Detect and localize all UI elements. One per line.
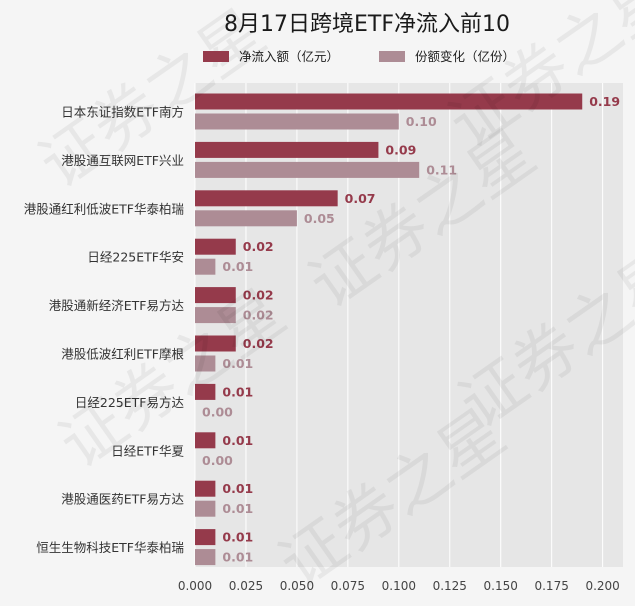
x-tick-label: 0.000 xyxy=(178,579,212,593)
value-label-share-change: 0.01 xyxy=(222,501,253,516)
value-label-net-inflow: 0.01 xyxy=(222,530,253,545)
bar-net-inflow xyxy=(195,480,216,497)
bar-share-change xyxy=(195,500,216,517)
value-label-share-change: 0.01 xyxy=(222,356,253,371)
x-tick-label: 0.050 xyxy=(280,579,314,593)
value-label-net-inflow: 0.02 xyxy=(243,336,274,351)
value-label-share-change: 0.01 xyxy=(222,550,253,565)
value-label-net-inflow: 0.01 xyxy=(222,384,253,399)
value-label-net-inflow: 0.01 xyxy=(222,433,253,448)
legend-label-share-change: 份额变化（亿份） xyxy=(415,49,515,64)
x-tick-label: 0.025 xyxy=(229,579,263,593)
value-label-net-inflow: 0.19 xyxy=(589,94,620,109)
bar-share-change xyxy=(195,161,420,178)
value-label-share-change: 0.00 xyxy=(202,453,233,468)
legend-swatch-share-change xyxy=(379,51,405,62)
bar-net-inflow xyxy=(195,238,236,255)
x-tick-label: 0.075 xyxy=(331,579,365,593)
bar-net-inflow xyxy=(195,141,379,158)
value-label-share-change: 0.10 xyxy=(406,114,437,129)
bar-share-change xyxy=(195,113,399,130)
bar-share-change xyxy=(195,210,297,227)
value-label-net-inflow: 0.09 xyxy=(385,142,416,157)
value-label-share-change: 0.05 xyxy=(304,211,335,226)
bar-net-inflow xyxy=(195,93,583,110)
bar-net-inflow xyxy=(195,335,236,352)
x-tick-label: 0.175 xyxy=(534,579,568,593)
value-label-share-change: 0.00 xyxy=(202,404,233,419)
category-label: 港股通新经济ETF易方达 xyxy=(49,298,185,313)
bar-share-change xyxy=(195,307,236,324)
x-tick-label: 0.100 xyxy=(382,579,416,593)
value-label-share-change: 0.11 xyxy=(426,162,457,177)
category-label: 港股通互联网ETF兴业 xyxy=(61,153,184,168)
bar-net-inflow xyxy=(195,190,338,207)
bar-net-inflow xyxy=(195,432,216,449)
legend-swatch-net-inflow xyxy=(203,51,229,62)
value-label-share-change: 0.02 xyxy=(243,308,274,323)
value-label-net-inflow: 0.02 xyxy=(243,239,274,254)
category-label: 港股通医药ETF易方达 xyxy=(61,492,184,507)
category-label: 港股通红利低波ETF华泰柏瑞 xyxy=(24,201,184,216)
category-label: 日经225ETF易方达 xyxy=(75,395,185,410)
value-labels: 0.19 0.10 0.09 0.11 0.07 0.05 0.02 0.01 0.02 0.02… xyxy=(202,94,620,565)
value-label-net-inflow: 0.02 xyxy=(243,288,274,303)
category-label: 日本东证指数ETF南方 xyxy=(61,105,184,120)
bar-net-inflow xyxy=(195,383,216,400)
bar-share-change xyxy=(195,258,216,275)
bars xyxy=(195,93,583,566)
x-tick-label: 0.125 xyxy=(433,579,467,593)
legend-label-net-inflow: 净流入额（亿元） xyxy=(239,49,339,64)
value-label-net-inflow: 0.01 xyxy=(222,481,253,496)
x-tick-label: 0.150 xyxy=(484,579,518,593)
legend: 净流入额（亿元） 份额变化（亿份） xyxy=(203,49,515,64)
category-label: 恒生生物科技ETF华泰柏瑞 xyxy=(36,540,184,555)
x-tick-label: 0.200 xyxy=(585,579,619,593)
x-axis-ticks: 0.000 0.025 0.050 0.075 0.100 0.125 0.150 0.175… xyxy=(178,579,620,593)
bar-share-change xyxy=(195,355,216,372)
bar-share-change xyxy=(195,549,216,566)
bar-net-inflow xyxy=(195,287,236,304)
category-label: 港股低波红利ETF摩根 xyxy=(61,347,184,362)
category-label: 日经ETF华夏 xyxy=(111,443,184,458)
value-label-net-inflow: 0.07 xyxy=(345,191,376,206)
chart-title: 8月17日跨境ETF净流入前10 xyxy=(224,12,510,37)
value-label-share-change: 0.01 xyxy=(222,259,253,274)
category-labels: 日本东证指数ETF南方港股通互联网ETF兴业港股通红利低波ETF华泰柏瑞日经22… xyxy=(24,105,185,556)
bar-net-inflow xyxy=(195,529,216,546)
category-label: 日经225ETF华安 xyxy=(87,250,184,265)
